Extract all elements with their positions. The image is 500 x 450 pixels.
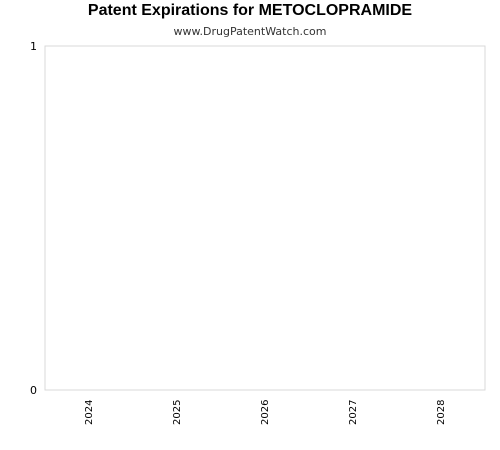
x-tick-label: 2025 [172, 400, 183, 425]
plot-area [44, 45, 486, 391]
y-tick-label: 0 [30, 384, 37, 397]
x-tick-label: 2027 [348, 400, 359, 425]
x-axis: 2024 2025 2026 2027 2028 [84, 400, 447, 425]
chart-subtitle: www.DrugPatentWatch.com [173, 25, 327, 38]
y-tick-label: 1 [30, 40, 37, 53]
x-tick-label: 2026 [260, 400, 271, 425]
x-tick-label: 2024 [84, 400, 95, 425]
y-axis: 01 [30, 40, 37, 397]
x-tick-label: 2028 [436, 400, 447, 425]
chart-title: Patent Expirations for METOCLOPRAMIDE [87, 2, 413, 19]
